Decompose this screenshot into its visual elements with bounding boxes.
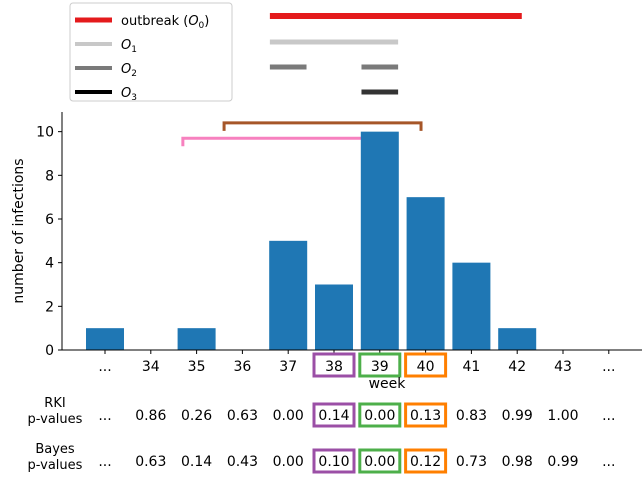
outbreak-segments	[269, 13, 522, 95]
pvalue-1-8: 0.73	[456, 454, 487, 470]
legend-label-0: outbreak (O0)	[121, 14, 209, 31]
pvalue-highlight-0-38	[312, 402, 356, 428]
legend-var: O	[121, 38, 131, 53]
pvalue-0-4: 0.00	[273, 408, 304, 424]
bar-7	[406, 197, 445, 350]
pvalue-0-5: 0.14	[318, 408, 349, 424]
pvalue-1-9: 0.98	[502, 454, 533, 470]
bar-2	[177, 328, 216, 350]
x-tick-label-8: 41	[462, 359, 480, 375]
legend-label-2: O2	[121, 62, 137, 79]
pvalue-highlight-1-39	[358, 448, 402, 474]
pvalue-0-2: 0.26	[181, 408, 212, 424]
pvalue-highlight-0-40	[404, 402, 448, 428]
pvalue-1-5: 0.10	[318, 454, 349, 470]
legend-box	[69, 2, 233, 102]
bracket-1	[222, 121, 423, 131]
legend-label-1: O1	[121, 38, 137, 55]
x-tick-label-4: 37	[279, 359, 297, 375]
x-tick-label-0: ...	[98, 359, 111, 375]
pvalue-1-4: 0.00	[273, 454, 304, 470]
plot-area: 0 2 4 6 8 10... 34 35 36 37 38 39 40 41 42 43 ... week num…	[11, 112, 642, 392]
pvalue-0-6: 0.00	[364, 408, 395, 424]
x-tick-label-6: 39	[371, 359, 389, 375]
bar-4	[269, 240, 308, 350]
y-tick-label-0: 0	[45, 343, 54, 359]
x-tick-label-5: 38	[325, 359, 343, 375]
pvalue-1-7: 0.12	[410, 454, 441, 470]
pvalue-0-8: 0.83	[456, 408, 487, 424]
legend-label-3: O3	[121, 86, 137, 103]
x-tick-label-7: 40	[417, 359, 435, 375]
legend-sub: 2	[131, 69, 137, 79]
legend-sub: 3	[131, 93, 137, 103]
x-tick-label-11: ...	[602, 359, 615, 375]
pvalue-1-6: 0.00	[364, 454, 395, 470]
y-tick-label-6: 6	[45, 212, 54, 228]
pvalue-row-label-1: Bayes	[35, 442, 75, 457]
pvalue-1-10: 0.99	[547, 454, 578, 470]
y-tick-label-8: 8	[45, 168, 54, 184]
legend-suffix: )	[204, 14, 209, 29]
pvalue-0-0: ...	[98, 408, 111, 424]
pvalue-0-7: 0.13	[410, 408, 441, 424]
x-tick-label-9: 42	[508, 359, 526, 375]
pvalue-0-10: 1.00	[547, 408, 578, 424]
pvalue-row-sublabel-0: p-values	[28, 412, 83, 427]
bar-8	[452, 262, 491, 350]
legend-sub: 0	[199, 21, 205, 31]
legend-prefix: outbreak (	[121, 14, 188, 29]
pvalue-highlight-1-38	[312, 448, 356, 474]
legend-sub: 1	[131, 45, 137, 55]
pvalue-1-2: 0.14	[181, 454, 212, 470]
x-tick-label-3: 36	[233, 359, 251, 375]
pvalue-highlight-0-39	[358, 402, 402, 428]
bar-5	[315, 284, 353, 350]
x-highlight-38	[312, 352, 356, 378]
bracket-0	[181, 136, 377, 147]
y-tick-label-2: 2	[45, 299, 54, 315]
pvalue-row-label-0: RKI	[44, 396, 65, 411]
pvalue-1-1: 0.63	[135, 454, 166, 470]
legend-var: O	[121, 86, 131, 101]
y-tick-label-4: 4	[45, 256, 54, 272]
x-highlight-39	[358, 352, 402, 378]
pvalue-1-3: 0.43	[227, 454, 258, 470]
pvalue-highlight-1-40	[404, 448, 448, 474]
pvalue-0-11: ...	[602, 408, 615, 424]
legend-var: O	[121, 62, 131, 77]
pvalue-0-9: 0.99	[502, 408, 533, 424]
legend-var: O	[188, 14, 198, 29]
pvalue-0-3: 0.63	[227, 408, 258, 424]
bar-6	[360, 131, 399, 350]
x-axis-label: week	[369, 376, 407, 392]
x-highlight-40	[404, 352, 448, 378]
x-tick-label-1: 34	[142, 359, 160, 375]
pvalue-0-1: 0.86	[135, 408, 166, 424]
pvalue-1-11: ...	[602, 454, 615, 470]
bar-9	[498, 328, 537, 350]
x-tick-label-10: 43	[554, 359, 572, 375]
y-tick-label-10: 10	[36, 125, 54, 141]
y-axis-label: number of infections	[11, 158, 27, 303]
bar-0	[86, 328, 124, 350]
x-tick-label-2: 35	[188, 359, 206, 375]
pvalue-1-0: ...	[98, 454, 111, 470]
pvalue-row-sublabel-1: p-values	[28, 458, 83, 473]
